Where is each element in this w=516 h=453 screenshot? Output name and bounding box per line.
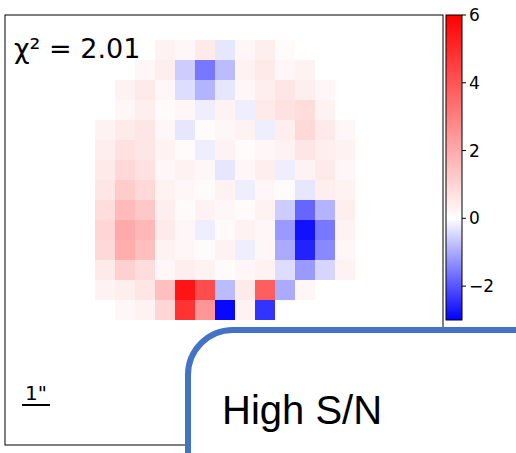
svg-text:High S/N: High S/N: [222, 388, 382, 432]
svg-text:6: 6: [469, 5, 480, 25]
svg-text:2: 2: [469, 141, 480, 161]
svg-text:−2: −2: [469, 276, 494, 296]
svg-text:4: 4: [469, 73, 480, 93]
svg-text:0: 0: [469, 208, 480, 228]
svg-text:1": 1": [25, 381, 47, 405]
svg-text:χ² = 2.01: χ² = 2.01: [14, 33, 140, 64]
